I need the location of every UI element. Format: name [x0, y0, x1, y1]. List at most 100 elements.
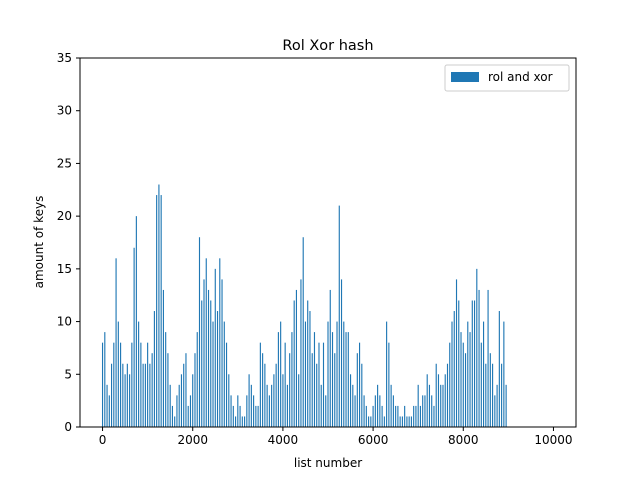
bar [151, 353, 153, 427]
bar [428, 384, 431, 427]
bar [241, 416, 243, 427]
bar [501, 363, 503, 427]
x-tick-label: 0 [99, 433, 107, 447]
y-axis-ticks: 0 5 10 15 20 25 30 35 [57, 51, 80, 434]
bar [205, 258, 207, 427]
bar [399, 416, 401, 427]
bar [280, 321, 282, 427]
y-tick-label: 30 [57, 104, 72, 118]
y-tick-label: 0 [64, 420, 72, 434]
bar [266, 384, 268, 427]
bar [415, 405, 417, 427]
bar [106, 384, 108, 427]
bar [176, 395, 178, 427]
bar [419, 405, 421, 427]
bar [210, 300, 212, 427]
bar [413, 405, 415, 427]
bar [131, 342, 133, 427]
bar [325, 395, 327, 427]
bar [464, 353, 467, 427]
bar [140, 342, 142, 427]
bar [156, 195, 158, 427]
bar [410, 416, 412, 427]
bar [327, 321, 329, 427]
bar [492, 363, 494, 427]
bar [216, 311, 219, 427]
bar [225, 342, 228, 427]
bar [455, 279, 458, 427]
x-tick-label: 2000 [177, 433, 208, 447]
bar [248, 374, 250, 427]
bar [230, 395, 232, 427]
bar [372, 405, 374, 427]
x-tick-label: 8000 [448, 433, 479, 447]
bar [255, 405, 257, 427]
bar [104, 332, 106, 427]
bar [426, 374, 428, 427]
x-tick-label: 4000 [268, 433, 299, 447]
bar [257, 405, 259, 427]
bar [320, 384, 322, 427]
x-tick-label: 10000 [534, 433, 572, 447]
bar [158, 184, 160, 427]
bar [433, 405, 435, 427]
bar [284, 342, 286, 427]
bar [165, 332, 167, 427]
bar [196, 332, 198, 427]
y-tick-label: 5 [64, 367, 72, 381]
bar [458, 300, 460, 427]
bar [374, 395, 376, 427]
bar [289, 353, 291, 427]
bar [178, 384, 180, 427]
bar [417, 384, 419, 427]
bar [329, 289, 331, 427]
bar [223, 321, 225, 427]
y-tick-label: 20 [57, 209, 72, 223]
bar [392, 395, 394, 427]
bar [377, 384, 379, 427]
bar [120, 342, 122, 427]
bar [129, 374, 131, 427]
bar [180, 374, 183, 427]
bar [298, 374, 300, 427]
bar [388, 342, 390, 427]
bar [307, 300, 309, 427]
bar [469, 332, 471, 427]
bar [286, 384, 288, 427]
bar [444, 374, 446, 427]
bar [219, 258, 221, 427]
bar [397, 405, 399, 427]
bar [302, 237, 304, 427]
bar [467, 321, 469, 427]
bar [311, 353, 313, 427]
bar [471, 300, 473, 427]
bar [259, 342, 261, 427]
bar [212, 321, 214, 427]
bar [313, 332, 316, 427]
bar [291, 332, 293, 427]
y-tick-label: 10 [57, 315, 72, 329]
bar [494, 395, 496, 427]
x-axis-ticks: 0 2000 4000 6000 8000 10000 [99, 427, 573, 447]
bar [505, 384, 507, 427]
bar [437, 374, 440, 427]
bar [185, 353, 187, 427]
bar [489, 353, 491, 427]
bar [237, 395, 239, 427]
bar [113, 342, 115, 427]
bar [334, 353, 336, 427]
bar [498, 311, 500, 427]
bar [352, 384, 354, 427]
bar [144, 363, 146, 427]
bar [379, 395, 381, 427]
x-axis-label: list number [294, 456, 362, 470]
bar [244, 416, 246, 427]
bar [487, 289, 489, 427]
bar [361, 363, 363, 427]
bar [354, 395, 356, 427]
bar [451, 321, 453, 427]
bar [453, 311, 455, 427]
bar [253, 395, 255, 427]
bar [275, 363, 277, 427]
bar [138, 321, 140, 427]
